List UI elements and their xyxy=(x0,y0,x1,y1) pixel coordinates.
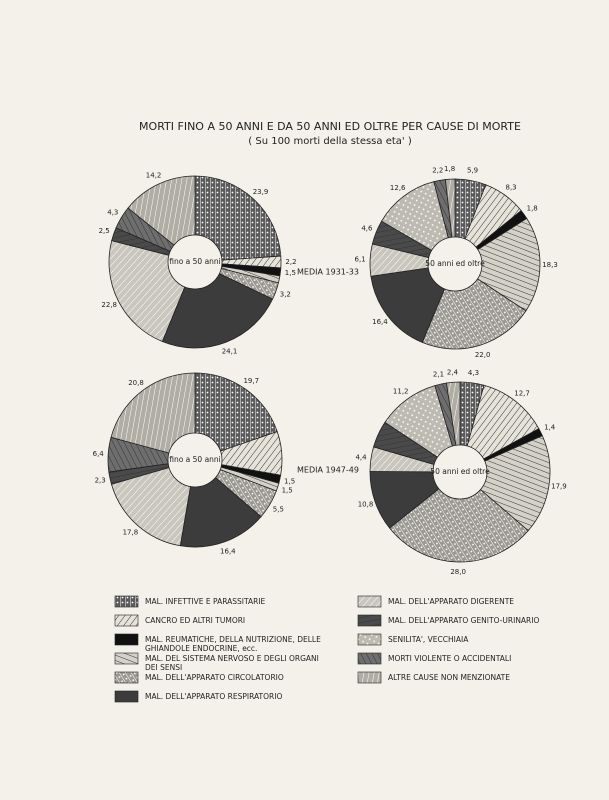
legend-swatch xyxy=(114,614,139,627)
pie-slice xyxy=(454,217,541,312)
slice-label: 2,2 xyxy=(432,167,443,175)
slice-label: 23,9 xyxy=(253,188,269,196)
slice-label: 5,9 xyxy=(467,167,478,175)
slice-label: 14,2 xyxy=(146,171,162,179)
legend-swatch xyxy=(114,671,139,684)
legend-swatch xyxy=(114,633,139,646)
slice-label: 24,1 xyxy=(222,348,238,356)
slice-label: 18,3 xyxy=(542,261,558,269)
slice-label: 8,3 xyxy=(506,183,517,191)
slice-label: 28,0 xyxy=(450,568,466,576)
slice-label: 19,7 xyxy=(243,377,259,385)
legend-label: MORTI VIOLENTE O ACCIDENTALI xyxy=(388,654,512,663)
pie-slice xyxy=(389,471,529,563)
slice-label: 1,8 xyxy=(527,205,538,213)
legend-swatch xyxy=(114,652,139,665)
period-label: MEDIA 1947-49 xyxy=(297,466,359,475)
slice-label: 2,5 xyxy=(99,227,110,235)
legend-swatch xyxy=(357,614,382,627)
pie-slice xyxy=(381,181,456,265)
pie-center xyxy=(427,236,483,292)
slice-label: 16,4 xyxy=(372,318,388,326)
legend-label: MAL. DEL SISTEMA NERVOSO E DEGLI ORGANI … xyxy=(145,654,319,672)
slice-label: 6,4 xyxy=(93,450,105,458)
legend-label: MAL. REUMATICHE, DELLA NUTRIZIONE, DELLE… xyxy=(145,635,321,653)
slice-label: 4,3 xyxy=(468,369,479,377)
period-label: MEDIA 1931-33 xyxy=(297,268,359,277)
pie-label: fino a 50 anni xyxy=(169,455,221,464)
slice-label: 3,2 xyxy=(280,291,291,299)
pie-label: 50 anni ed oltre xyxy=(430,467,490,476)
chart-subtitle: ( Su 100 morti della stessa eta' ) xyxy=(248,136,412,147)
chart-title: MORTI FINO A 50 ANNI E DA 50 ANNI ED OLT… xyxy=(139,120,521,133)
pie-slice xyxy=(459,384,540,473)
slice-label: 1,5 xyxy=(284,477,295,485)
legend-swatch xyxy=(357,671,382,684)
slice-label: 4,6 xyxy=(361,224,373,232)
legend-label: MAL. DELL'APPARATO DIGERENTE xyxy=(388,597,515,606)
legend-swatch xyxy=(357,652,382,665)
pie-slice xyxy=(110,459,196,547)
slice-label: 10,8 xyxy=(358,501,374,509)
slice-label: 2,3 xyxy=(95,476,106,484)
legend-label: ALTRE CAUSE NON MENZIONATE xyxy=(388,673,510,682)
slice-label: 17,9 xyxy=(551,483,567,491)
slice-label: 4,4 xyxy=(355,454,367,462)
slice-label: 1,5 xyxy=(285,269,296,277)
pie-slice xyxy=(384,385,461,473)
legend-swatch xyxy=(114,595,139,608)
pie-slice xyxy=(370,263,456,343)
legend-label: MAL. DELL'APPARATO GENITO-URINARIO xyxy=(388,616,540,625)
legend-swatch xyxy=(114,690,139,703)
pie-center xyxy=(167,234,223,290)
pie-slice xyxy=(194,175,282,263)
pie-center xyxy=(167,432,223,488)
legend-label: MAL. DELL'APPARATO CIRCOLATORIO xyxy=(145,673,284,682)
legend-swatch xyxy=(357,595,382,608)
slice-label: 2,4 xyxy=(447,368,459,376)
slice-label: 12,7 xyxy=(514,390,530,398)
legend-label: MAL. INFETTIVE E PARASSITARIE xyxy=(145,597,266,606)
slice-label: 2,2 xyxy=(285,258,296,266)
slice-label: 22,8 xyxy=(101,301,117,309)
slice-label: 1,8 xyxy=(444,165,455,173)
slice-label: 2,1 xyxy=(433,370,444,378)
slice-label: 12,6 xyxy=(390,184,406,192)
slice-label: 16,4 xyxy=(220,547,236,555)
legend-label: CANCRO ED ALTRI TUMORI xyxy=(145,616,246,625)
slice-label: 1,5 xyxy=(282,486,293,494)
pie-slice xyxy=(459,435,551,532)
legend-swatch xyxy=(357,633,382,646)
pie-label: fino a 50 anni xyxy=(169,257,221,266)
slice-label: 20,8 xyxy=(128,379,144,387)
slice-label: 1,4 xyxy=(544,424,556,432)
slice-label: 4,3 xyxy=(107,208,118,216)
slice-label: 11,2 xyxy=(393,387,409,395)
pie-center xyxy=(432,444,488,500)
slice-label: 5,5 xyxy=(273,506,284,514)
legend-label: MAL. DELL'APPARATO RESPIRATORIO xyxy=(145,692,283,701)
legend-label: SENILITA', VECCHIAIA xyxy=(388,635,469,644)
pie-label: 50 anni ed oltre xyxy=(425,259,485,268)
slice-label: 6,1 xyxy=(355,256,366,264)
pie-slice xyxy=(110,372,196,461)
slice-label: 22,0 xyxy=(475,351,491,359)
slice-label: 17,8 xyxy=(123,528,139,536)
